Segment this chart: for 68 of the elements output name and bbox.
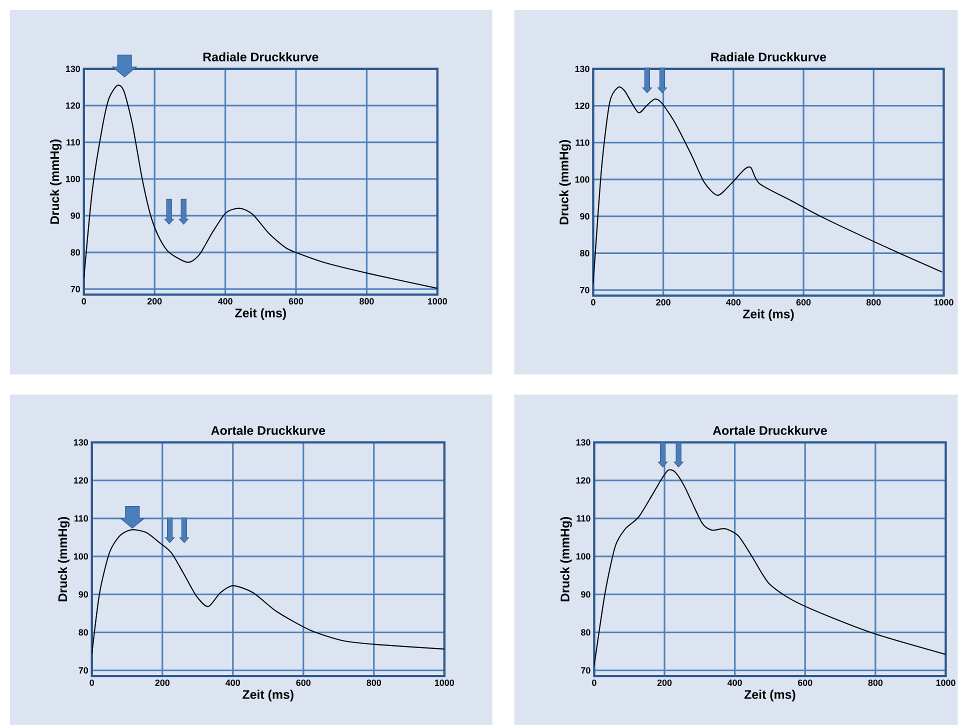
x-tick-label: 200 (155, 680, 170, 686)
y-axis-title: Druck (mmHg) (560, 517, 572, 602)
y-tick-label: 110 (74, 515, 88, 522)
x-tick-label: 200 (656, 299, 670, 306)
x-tick-label: 600 (798, 680, 812, 686)
line-series (92, 529, 444, 654)
y-tick-label: 110 (576, 139, 590, 146)
line-series (84, 84, 438, 289)
x-tick-label: 600 (288, 298, 304, 304)
x-tick-label: 800 (866, 299, 881, 306)
x-tick-label: 1000 (428, 298, 448, 304)
x-tick-label: 400 (226, 680, 240, 686)
x-tick-label: 0 (90, 680, 94, 686)
y-tick-label: 80 (78, 629, 88, 636)
chart-title: Aortale Druckkurve (211, 426, 326, 435)
y-tick-label: 130 (74, 439, 88, 446)
y-tick-label: 90 (580, 213, 590, 220)
x-tick-label: 200 (147, 298, 162, 304)
y-axis-title: Druck (mmHg) (58, 517, 70, 602)
y-tick-label: 100 (575, 176, 590, 183)
y-tick-label: 70 (78, 667, 88, 674)
y-tick-label: 110 (66, 139, 80, 146)
chart-title: Radiale Druckkurve (203, 52, 318, 62)
y-axis-title: Druck (mmHg) (50, 140, 62, 224)
x-axis-title: Zeit (ms) (242, 690, 294, 702)
x-axis-title: Zeit (ms) (235, 308, 286, 320)
y-tick-label: 130 (66, 66, 80, 72)
x-tick-label: 600 (796, 299, 811, 306)
x-tick-label: 1000 (435, 680, 454, 686)
x-axis-title: Zeit (ms) (744, 690, 796, 702)
x-tick-label: 1000 (936, 680, 956, 686)
x-tick-label: 0 (591, 299, 596, 306)
y-tick-label: 90 (78, 591, 88, 598)
y-tick-label: 100 (576, 553, 590, 560)
chart-title: Aortale Druckkurve (712, 426, 827, 435)
chart-title: Radiale Druckkurve (711, 52, 826, 62)
x-tick-label: 400 (727, 680, 742, 686)
y-tick-label: 70 (581, 667, 590, 674)
x-tick-label: 0 (592, 680, 596, 686)
y-tick-label: 120 (576, 477, 590, 484)
line-series (594, 469, 946, 666)
x-tick-label: 400 (218, 298, 232, 304)
y-tick-label: 90 (70, 212, 80, 219)
y-tick-label: 120 (74, 477, 88, 484)
y-tick-label: 110 (576, 515, 590, 522)
x-axis-title: Zeit (ms) (742, 309, 794, 321)
x-tick-label: 200 (657, 680, 672, 686)
y-tick-label: 70 (70, 286, 80, 292)
y-tick-label: 130 (575, 66, 590, 72)
y-tick-label: 80 (581, 629, 590, 636)
x-tick-label: 0 (82, 298, 86, 304)
y-tick-label: 70 (580, 286, 590, 294)
x-tick-label: 800 (868, 680, 883, 686)
y-tick-label: 100 (74, 553, 88, 560)
line-series (593, 86, 943, 284)
y-tick-label: 80 (70, 249, 80, 256)
x-tick-label: 1000 (934, 299, 954, 306)
x-tick-label: 600 (296, 680, 310, 686)
x-tick-label: 400 (726, 299, 741, 306)
y-tick-label: 100 (66, 176, 80, 182)
y-tick-label: 80 (580, 250, 590, 256)
y-tick-label: 90 (581, 591, 590, 598)
y-tick-label: 120 (575, 102, 590, 109)
y-tick-label: 120 (66, 102, 80, 109)
y-tick-label: 130 (576, 439, 590, 446)
x-tick-label: 800 (366, 680, 382, 686)
y-axis-title: Druck (mmHg) (559, 140, 571, 224)
x-tick-label: 800 (360, 298, 374, 304)
